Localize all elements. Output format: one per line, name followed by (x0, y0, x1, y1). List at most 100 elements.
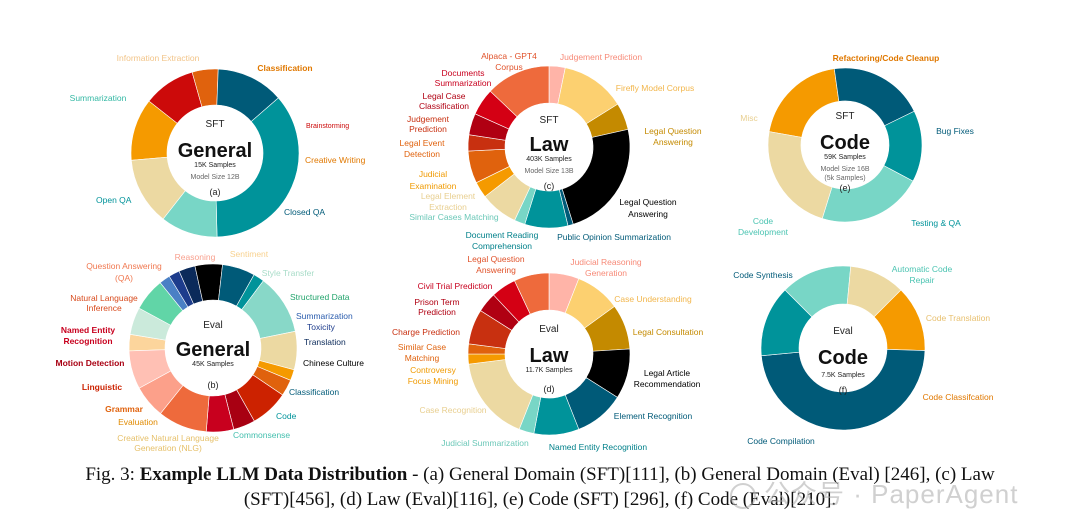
wechat-icon (730, 483, 756, 510)
label-b-18: Code (276, 411, 297, 421)
label-c-22: Comprehension (472, 241, 532, 251)
label-d-10: Similar Case (398, 342, 446, 352)
label-d-13: Focus Mining (408, 376, 459, 386)
label-c-0: Alpaca - GPT4 (481, 51, 537, 61)
label-b-9: Toxicity (307, 322, 336, 332)
label-d-11: Matching (405, 353, 440, 363)
center-samples-f: 7.5K Samples (821, 372, 865, 379)
label-d-17: Element Recognition (614, 411, 693, 421)
label-e-1: Bug Fixes (936, 126, 974, 136)
slice-c-3 (561, 129, 631, 225)
label-d-19: Named Entity Recognition (549, 442, 648, 452)
label-c-20: Similar Cases Matching (409, 212, 499, 222)
label-c-11: Answering (653, 137, 693, 147)
label-a-2: Summarization (70, 93, 127, 103)
label-c-2: Judgement Prediction (560, 52, 642, 62)
label-c-4: Summarization (435, 78, 492, 88)
slice-f-4 (760, 289, 813, 357)
caption-title: Example LLM Data Distribution (139, 464, 408, 485)
label-d-0: Legal Question (467, 254, 524, 264)
label-d-7: Prediction (418, 307, 456, 317)
center-samples-a: 15K Samples (194, 162, 236, 169)
label-b-0: Reasoning (175, 252, 216, 262)
label-d-2: Judicial Reasoning (570, 257, 642, 267)
label-b-21: Creative Natural Language (117, 433, 219, 443)
caption-line-2: (SFT)[456], (d) Law (Eval)[116], (e) Cod… (243, 489, 837, 510)
slice-d-7 (468, 359, 534, 430)
label-a-4: Creative Writing (305, 155, 366, 165)
label-b-16: Classification (289, 387, 339, 397)
center-samples-c: 403K Samples (526, 156, 572, 163)
label-b-17: Grammar (105, 404, 143, 414)
label-b-1: Sentiment (230, 249, 269, 259)
label-c-7: Classification (419, 101, 469, 111)
label-e-3: Code (753, 216, 774, 226)
center-top-d: Eval (539, 324, 558, 335)
label-c-8: Judgement (407, 114, 450, 124)
label-c-16: Legal Element (421, 191, 476, 201)
label-d-6: Prison Term (414, 297, 459, 307)
label-b-13: Motion Detection (56, 358, 125, 368)
label-a-3: Brainstorming (306, 123, 349, 130)
center-main-c: Law (530, 134, 569, 156)
center-main-b: General (176, 339, 250, 361)
center-tag-a: (a) (210, 187, 221, 197)
figure-caption: Fig. 3: Example LLM Data Distribution - … (0, 462, 1080, 512)
center-model2-e: (5k Samples) (824, 175, 865, 182)
caption-body-1: - (a) General Domain (SFT)[111], (b) Gen… (407, 464, 995, 485)
slice-f-3 (761, 349, 926, 431)
label-d-15: Recommendation (634, 379, 701, 389)
label-f-0: Code Synthesis (733, 270, 793, 280)
label-b-4: Style Transfer (262, 268, 315, 278)
label-b-2: Question Answering (86, 261, 162, 271)
label-c-6: Legal Case (422, 91, 465, 101)
center-model-c: Model Size 13B (524, 168, 573, 175)
center-tag-e: (e) (840, 183, 851, 193)
center-samples-b: 45K Samples (192, 361, 234, 368)
watermark: 公众号 · PaperAgent (730, 474, 1018, 511)
label-d-18: Judicial Summarization (441, 438, 529, 448)
label-c-13: Detection (404, 149, 440, 159)
center-top-f: Eval (833, 326, 852, 337)
label-b-8: Summarization (296, 311, 353, 321)
label-b-20: Commonsense (233, 430, 290, 440)
center-tag-c: (c) (544, 181, 555, 191)
watermark-text: 公众号 · PaperAgent (764, 479, 1019, 509)
label-a-5: Open QA (96, 195, 132, 205)
center-main-f: Code (818, 347, 868, 369)
label-d-8: Legal Consultation (633, 327, 704, 337)
label-c-3: Documents (442, 68, 485, 78)
label-b-14: Chinese Culture (303, 358, 364, 368)
label-b-12: Translation (304, 337, 346, 347)
center-top-e: SFT (836, 111, 855, 122)
label-c-12: Legal Event (400, 138, 446, 148)
label-c-9: Prediction (409, 124, 447, 134)
center-tag-f: (f) (839, 385, 848, 395)
label-f-4: Code Classifcation (923, 392, 994, 402)
label-f-2: Repair (909, 275, 934, 285)
center-model-a: Model Size 12B (190, 174, 239, 181)
center-tag-b: (b) (208, 380, 219, 390)
label-d-3: Generation (585, 268, 627, 278)
label-a-6: Closed QA (284, 207, 325, 217)
label-a-1: Classification (257, 63, 312, 73)
label-b-7: Structured Data (290, 292, 350, 302)
label-e-0: Refactoring/Code Cleanup (833, 53, 940, 63)
label-b-19: Evaluation (118, 417, 158, 427)
caption-line-1: Fig. 3: Example LLM Data Distribution - … (0, 462, 1080, 487)
label-c-21: Document Reading (466, 230, 539, 240)
slice-b-18 (128, 349, 172, 389)
center-top-c: SFT (540, 115, 559, 126)
center-top-b: Eval (203, 320, 222, 331)
label-b-6: Inference (86, 303, 122, 313)
label-d-5: Case Understanding (614, 294, 692, 304)
slice-c-13 (489, 65, 550, 118)
label-e-5: Testing & QA (911, 218, 961, 228)
label-c-5: Firefly Model Corpus (616, 83, 694, 93)
label-b-15: Linguistic (82, 382, 122, 392)
center-model-e: Model Size 16B (820, 166, 869, 173)
